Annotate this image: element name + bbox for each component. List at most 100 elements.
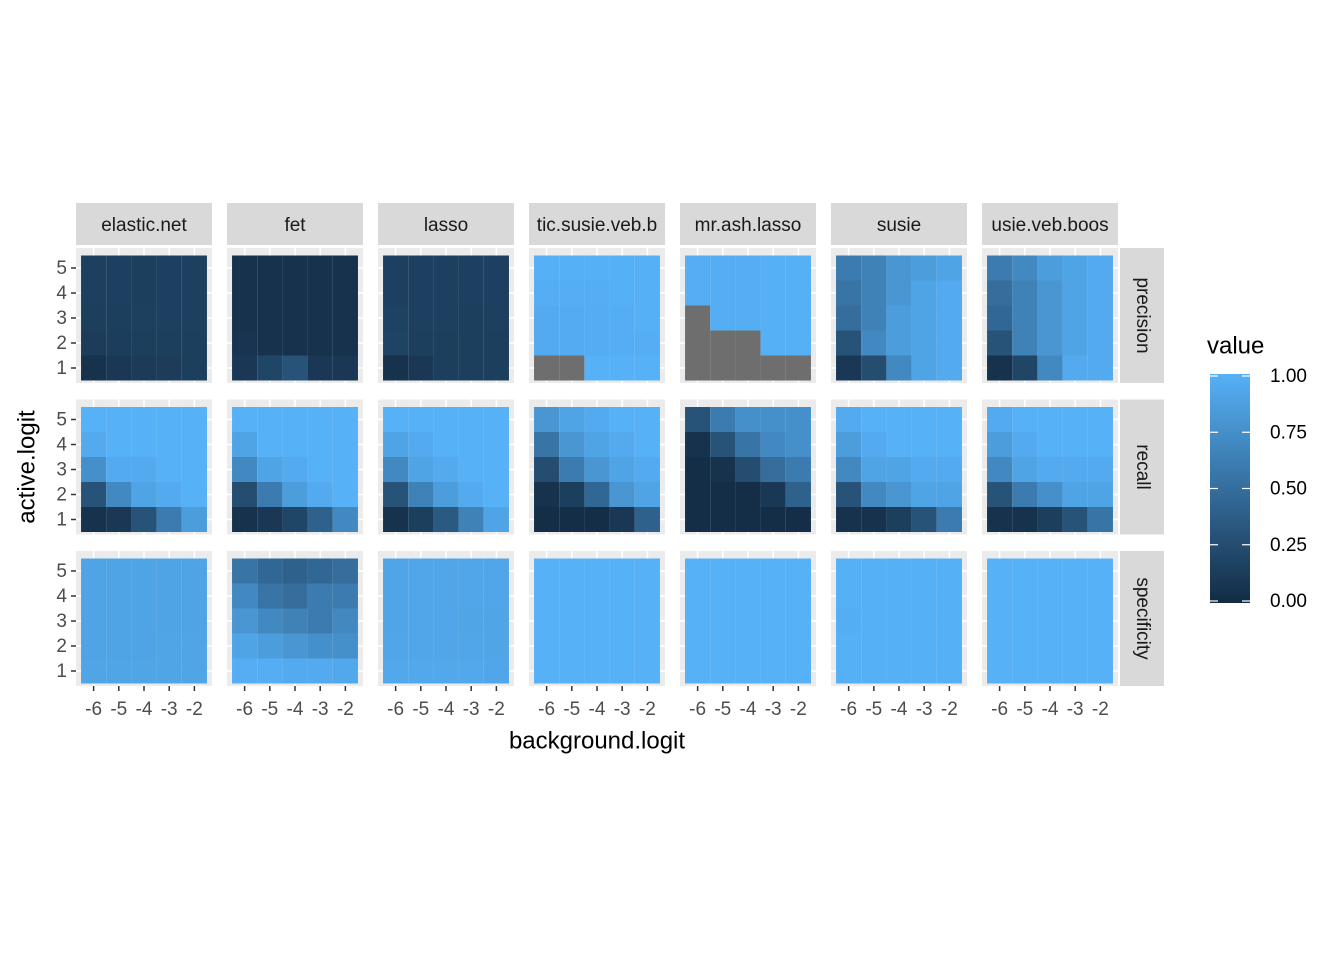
tile [634,482,660,507]
facet-strip [1120,551,1164,686]
tile [685,280,711,306]
tile [609,280,635,306]
tile [861,280,887,306]
tile [936,330,962,356]
tile [408,330,434,356]
tile [282,583,308,609]
y-tick-label: 5 [56,561,67,582]
tile [81,558,107,584]
tile [483,305,509,331]
y-tick-label: 1 [56,358,67,379]
tile [433,658,459,684]
facet-label: tic.susie.veb.b [537,215,657,236]
y-tick-label: 3 [56,611,67,632]
tile [836,330,862,356]
x-tick-label: -5 [261,699,278,720]
tile [886,255,912,281]
tile [257,255,283,281]
tile [156,633,182,659]
y-tick-label: 5 [56,410,67,431]
tile [458,280,484,306]
tile [307,558,333,584]
tile [1037,280,1063,306]
tile [232,482,258,507]
tile [861,658,887,684]
tile [81,658,107,684]
tile [987,507,1013,532]
tile [458,407,484,432]
tile [559,507,585,532]
tile [584,583,610,609]
y-axis-title: active.logit [13,410,40,524]
tile [534,482,560,507]
tile [1087,658,1113,684]
tile [433,633,459,659]
tile [257,457,283,482]
tile [760,305,786,331]
tile [156,583,182,609]
tile [131,432,157,457]
tile [861,558,887,584]
x-tick-label: -3 [161,699,178,720]
tile [836,507,862,532]
tile [559,583,585,609]
tile [1087,280,1113,306]
facet-strip [378,203,514,245]
tile [785,658,811,684]
tile [483,407,509,432]
tile [785,457,811,482]
tile [181,507,207,532]
tile [710,330,736,356]
tile [483,658,509,684]
facet-label: usie.veb.boos [991,215,1108,236]
tile [836,255,862,281]
tile [307,482,333,507]
tile [383,583,409,609]
tile [534,432,560,457]
tile [408,507,434,532]
tile [836,432,862,457]
tile [1012,305,1038,331]
tile [886,633,912,659]
tile [987,407,1013,432]
x-tick-label: -6 [387,699,404,720]
tile [584,305,610,331]
tile [886,280,912,306]
tile [634,305,660,331]
tile [1087,583,1113,609]
tile [760,658,786,684]
tile [408,355,434,381]
tile [232,355,258,381]
y-tick-label: 4 [56,283,67,304]
tile [886,507,912,532]
tile [257,432,283,457]
tile [1087,432,1113,457]
tile [1012,457,1038,482]
tile [307,407,333,432]
tile [987,608,1013,634]
tile [861,583,887,609]
x-tick-label: -4 [136,699,153,720]
tile [332,507,358,532]
tile [483,583,509,609]
tile [861,507,887,532]
tile [1037,457,1063,482]
tile [534,255,560,281]
tile [131,633,157,659]
tile [836,633,862,659]
tile [634,558,660,584]
tile [181,658,207,684]
tile [383,482,409,507]
tile [911,608,937,634]
tile [483,355,509,381]
tile [106,355,132,381]
tile [81,432,107,457]
tile [433,330,459,356]
tile [710,305,736,331]
tile [685,255,711,281]
tile [282,305,308,331]
tile [534,558,560,584]
tile [836,608,862,634]
facet-label: lasso [424,215,468,236]
